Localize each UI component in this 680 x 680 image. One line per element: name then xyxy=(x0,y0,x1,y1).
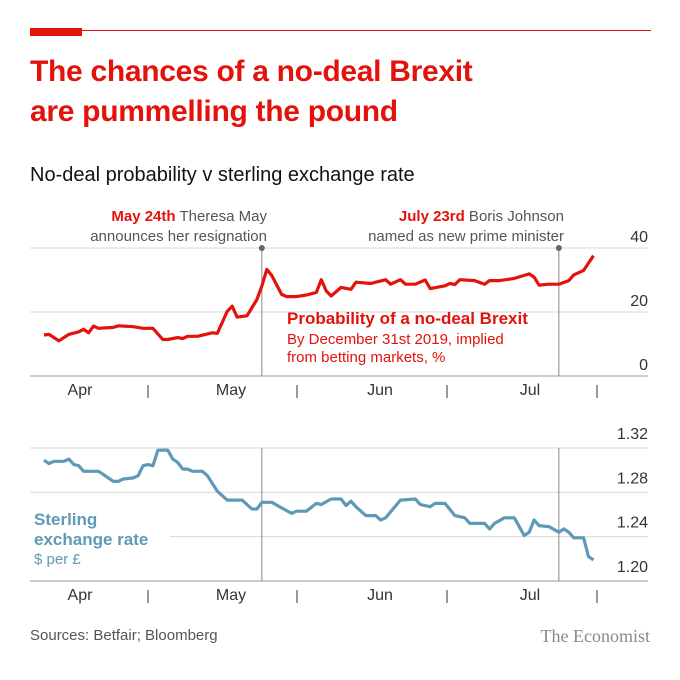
annotation-may-line1: May 24th Theresa May xyxy=(111,208,267,225)
y-tick-label: 1.24 xyxy=(617,515,648,532)
title-line-1: The chances of a no-deal Brexit xyxy=(30,55,473,88)
x-tick-label: May xyxy=(216,382,246,399)
y-tick-label: 40 xyxy=(630,229,648,246)
sterling-unit: $ per £ xyxy=(34,551,81,568)
x-tick-label: Apr xyxy=(68,382,94,399)
chart-title: The chances of a no-deal Brexit are pumm… xyxy=(30,52,660,132)
header-rule xyxy=(30,30,651,31)
bottom-y-axis: 1.20 1.24 1.28 1.32 xyxy=(617,426,648,576)
annotation-may-line2: announces her resignation xyxy=(90,228,267,245)
x-tick-label: Jul xyxy=(520,587,540,604)
x-tick-label: Jun xyxy=(367,587,393,604)
top-gridlines xyxy=(30,247,648,377)
x-axes: Apr May Jun Jul Apr May Jun Jul xyxy=(68,382,598,604)
prob-series-sub2: from betting markets, % xyxy=(287,349,445,366)
top-y-axis: 0 20 40 xyxy=(630,229,648,374)
annotation-july-line1: July 23rd Boris Johnson xyxy=(399,208,564,225)
x-tick-label: Apr xyxy=(68,587,94,604)
y-tick-label: 1.32 xyxy=(617,426,648,443)
prob-series-label: Probability of a no-deal Brexit xyxy=(287,309,528,328)
x-tick-label: Jul xyxy=(520,382,540,399)
header-red-block xyxy=(30,28,82,36)
x-tick-label: Jun xyxy=(367,382,393,399)
sterling-series-label-1: Sterling xyxy=(34,510,97,529)
prob-series-sub1: By December 31st 2019, implied xyxy=(287,331,504,348)
event-dot xyxy=(555,245,562,251)
event-markers xyxy=(258,245,562,581)
sterling-series-line xyxy=(43,448,595,562)
annotation-july-line2: named as new prime minister xyxy=(368,228,564,245)
prob-series-line xyxy=(43,254,595,343)
y-tick-label: 1.20 xyxy=(617,559,648,576)
y-tick-label: 20 xyxy=(630,293,648,310)
source-note: Sources: Betfair; Bloomberg xyxy=(30,627,218,644)
bottom-gridlines xyxy=(30,447,648,582)
x-tick-label: May xyxy=(216,587,246,604)
chart-subtitle: No-deal probability v sterling exchange … xyxy=(30,164,415,186)
y-tick-label: 1.28 xyxy=(617,470,648,487)
sterling-series-label-2: exchange rate xyxy=(34,530,148,549)
y-tick-label: 0 xyxy=(639,357,648,374)
event-dot xyxy=(258,245,265,251)
title-line-2: are pummelling the pound xyxy=(30,95,398,128)
economist-logo: The Economist xyxy=(540,626,650,646)
